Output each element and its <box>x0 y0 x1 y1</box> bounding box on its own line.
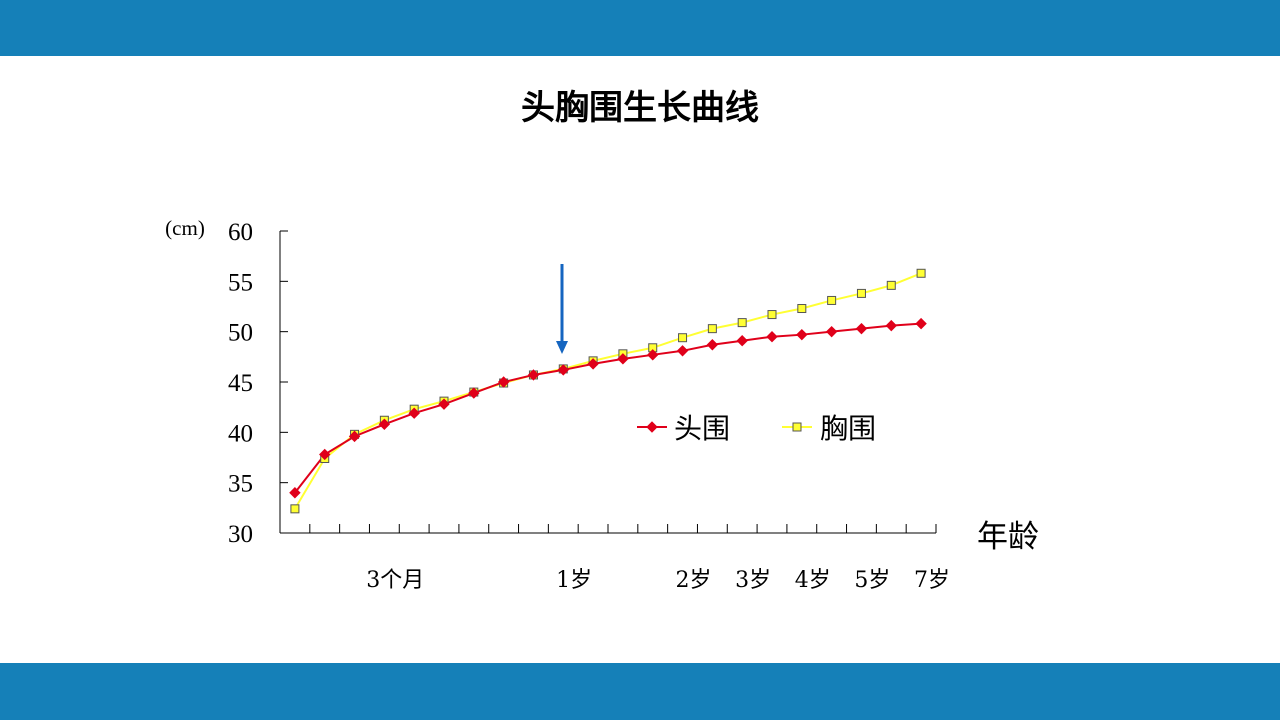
y-tick-label: 30 <box>228 521 253 548</box>
x-tick-label: 2岁 <box>675 568 711 593</box>
slide-title: 头胸围生长曲线 <box>521 88 759 128</box>
legend-label-chest: 胸围 <box>820 412 876 445</box>
chest-point <box>707 324 717 334</box>
x-tick-label: 4岁 <box>795 568 831 593</box>
x-tick-label: 5岁 <box>854 568 890 593</box>
head-point <box>706 339 719 351</box>
head-point <box>497 376 510 388</box>
chest-point <box>767 310 777 320</box>
y-tick-label: 35 <box>228 471 253 498</box>
head-point <box>915 317 927 330</box>
head-point <box>855 322 868 335</box>
arrow-head <box>556 341 568 354</box>
head-point <box>736 335 748 347</box>
chest-point <box>737 318 747 328</box>
chest-point <box>827 295 837 305</box>
x-tick-label: 3个月 <box>366 568 424 593</box>
series-line-chest <box>294 272 922 510</box>
head-point <box>289 487 301 499</box>
x-axis-title: 年龄 <box>977 519 1039 555</box>
head-point <box>378 418 391 430</box>
head-point <box>676 345 689 357</box>
chest-point <box>290 504 300 514</box>
head-point <box>766 330 778 343</box>
head-point <box>587 358 599 370</box>
head-point <box>825 325 838 338</box>
y-tick-label: 60 <box>228 219 253 246</box>
chest-point <box>886 280 896 290</box>
head-point <box>647 349 659 361</box>
chest-point <box>856 288 866 298</box>
head-point <box>557 364 569 376</box>
y-tick-label: 40 <box>228 420 253 447</box>
x-tick-label: 3岁 <box>735 568 771 593</box>
head-point <box>885 319 897 332</box>
legend-marker-head <box>646 421 658 433</box>
y-tick-label: 45 <box>228 370 253 397</box>
chest-point <box>678 333 688 343</box>
head-point <box>408 407 420 419</box>
y-tick-label: 50 <box>228 320 253 347</box>
x-tick-label: 7岁 <box>914 568 950 593</box>
chest-point <box>916 268 926 278</box>
legend-marker-chest <box>792 422 802 432</box>
head-point <box>527 369 540 381</box>
series-line-head <box>294 322 922 494</box>
x-tick-label: 1岁 <box>556 568 592 593</box>
head-point <box>617 353 629 365</box>
bottom-banner <box>0 663 1280 720</box>
y-axis-unit: (cm) <box>165 216 205 240</box>
chest-point <box>797 304 807 314</box>
y-tick-label: 55 <box>228 269 253 296</box>
top-banner <box>0 0 1280 56</box>
head-point <box>319 448 331 461</box>
head-point <box>796 328 808 341</box>
head-point <box>468 387 480 399</box>
head-point <box>348 430 361 443</box>
legend-label-head: 头围 <box>674 412 730 445</box>
head-point <box>438 398 450 410</box>
